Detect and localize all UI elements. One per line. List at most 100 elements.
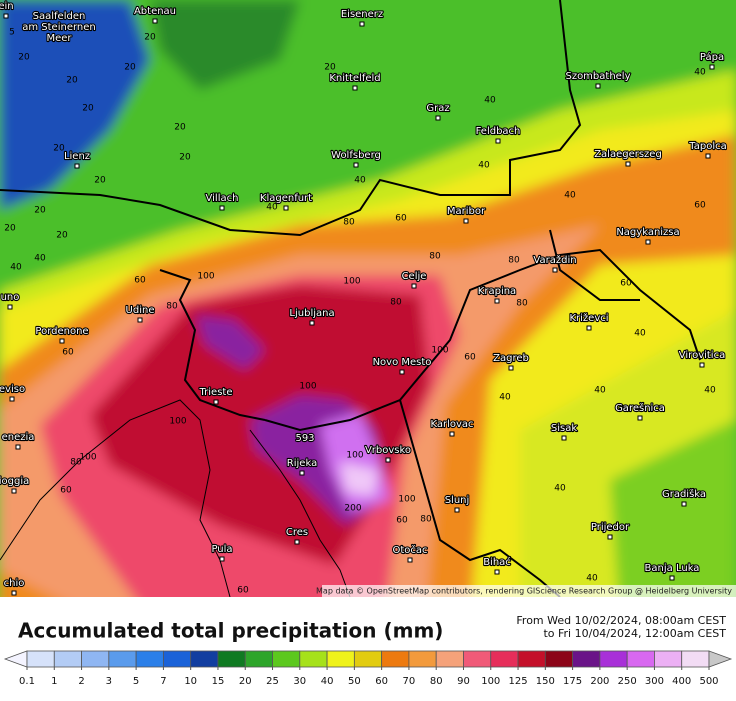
city-label: Vrbovsko: [365, 445, 411, 456]
contour-label: 60: [237, 586, 249, 596]
colorbar-label: 7: [160, 676, 166, 687]
city-dot: [359, 21, 365, 27]
contour-label: 60: [395, 214, 407, 224]
colorbar-segment: [654, 650, 683, 668]
contour-label: 100: [299, 382, 316, 392]
contour-label: 40: [594, 386, 606, 396]
city-dot: [669, 575, 675, 581]
city-label: Prijedor: [591, 522, 630, 533]
contour-label: 100: [197, 272, 214, 282]
city-dot: [352, 85, 358, 91]
city-dot: [294, 539, 300, 545]
colorbar-segment: [81, 650, 110, 668]
colorbar-label: 175: [563, 676, 582, 687]
contour-label: 20: [4, 224, 16, 234]
city-dot: [607, 534, 613, 540]
colorbar-segment: [517, 650, 546, 668]
city-dot: [15, 444, 21, 450]
city-label: Abtenau: [134, 6, 176, 17]
city-dot: [705, 153, 711, 159]
contour-label: 60: [464, 353, 476, 363]
city-label: Krapina: [478, 286, 516, 297]
city-label: ioggia: [0, 476, 29, 487]
city-dot: [561, 435, 567, 441]
colorbar-label: 15: [212, 676, 225, 687]
colorbar-label: 1: [51, 676, 57, 687]
contour-label: 200: [344, 504, 361, 514]
contour-label: 20: [144, 33, 156, 43]
contour-label: 80: [70, 458, 82, 468]
contour-label: 40: [484, 96, 496, 106]
colorbar-segment: [490, 650, 519, 668]
city-label: eviso: [0, 384, 25, 395]
colorbar-label: 40: [321, 676, 334, 687]
contour-label: 40: [634, 329, 646, 339]
city-label: Udine: [126, 305, 155, 316]
city-label: Saalfelden: [33, 11, 86, 22]
colorbar-under: [3, 650, 28, 668]
city-label: Pápa: [700, 51, 724, 63]
colorbar-label: 125: [508, 676, 527, 687]
city-label: Slunj: [445, 495, 470, 506]
contour-label: 80: [429, 252, 441, 262]
city-label: Eisenerz: [341, 9, 383, 20]
city-dot: [435, 115, 441, 121]
colorbar-label: 60: [375, 676, 388, 687]
contour-label: 80: [343, 218, 355, 228]
colorbar-segment: [162, 650, 192, 668]
colorbar-segment: [381, 650, 410, 668]
city-label: Rijeka: [287, 458, 317, 469]
city-dot: [637, 415, 643, 421]
city-dot: [625, 161, 631, 167]
contour-label: 60: [694, 201, 706, 211]
colorbar-segment: [326, 650, 355, 668]
city-label: Tapolca: [688, 141, 726, 152]
colorbar-label: 300: [645, 676, 664, 687]
colorbar-label: 90: [457, 676, 470, 687]
city-dot: [137, 317, 143, 323]
city-label: Szombathely: [565, 71, 630, 82]
colorbar-segment: [572, 650, 601, 668]
contour-label: 100: [169, 417, 186, 427]
city-label: Klagenfurt: [260, 193, 312, 204]
city-dot: [309, 320, 315, 326]
colorbar-segment: [108, 650, 137, 668]
coast: [0, 399, 351, 597]
colorbar-segment: [53, 650, 82, 668]
city-label: Varaždin: [533, 254, 576, 266]
contour-label: 20: [124, 63, 136, 73]
city-dot: [508, 365, 514, 371]
colorbar-segment: [544, 650, 574, 668]
city-dot: [399, 369, 405, 375]
colorbar-segment: [26, 650, 55, 668]
contour-label: 80: [166, 302, 178, 312]
contour-label: 100: [431, 346, 448, 356]
period-end: to Fri 10/04/2024, 12:00am CEST: [543, 627, 726, 640]
contour-label: 40: [266, 203, 278, 213]
contour-label: 40: [499, 393, 511, 403]
city-dot: [219, 205, 225, 211]
city-dot: [152, 18, 158, 24]
contour-label: 100: [343, 277, 360, 287]
contour-label: 100: [346, 451, 363, 461]
colorbar-segment: [244, 650, 273, 668]
contour-label: 20: [324, 63, 336, 73]
city-dot: [411, 283, 417, 289]
city-label: Graz: [426, 103, 449, 114]
colorbar-segment: [681, 650, 710, 668]
contour-label: 5: [9, 28, 15, 38]
city-label: uno: [1, 292, 20, 303]
city-label: Villach: [206, 193, 239, 204]
city-label: Sisak: [551, 423, 577, 434]
city-label: Knittelfeld: [329, 73, 380, 84]
colorbar-segment: [463, 650, 492, 668]
contour-label: 20: [94, 176, 106, 186]
city-dot: [645, 239, 651, 245]
city-dot: [709, 64, 715, 70]
city-label: Ljubljana: [289, 308, 334, 319]
city-dot: [699, 362, 705, 368]
colorbar-label: 50: [348, 676, 361, 687]
contour-label: 40: [478, 161, 490, 171]
city-label: enezia: [2, 432, 35, 443]
